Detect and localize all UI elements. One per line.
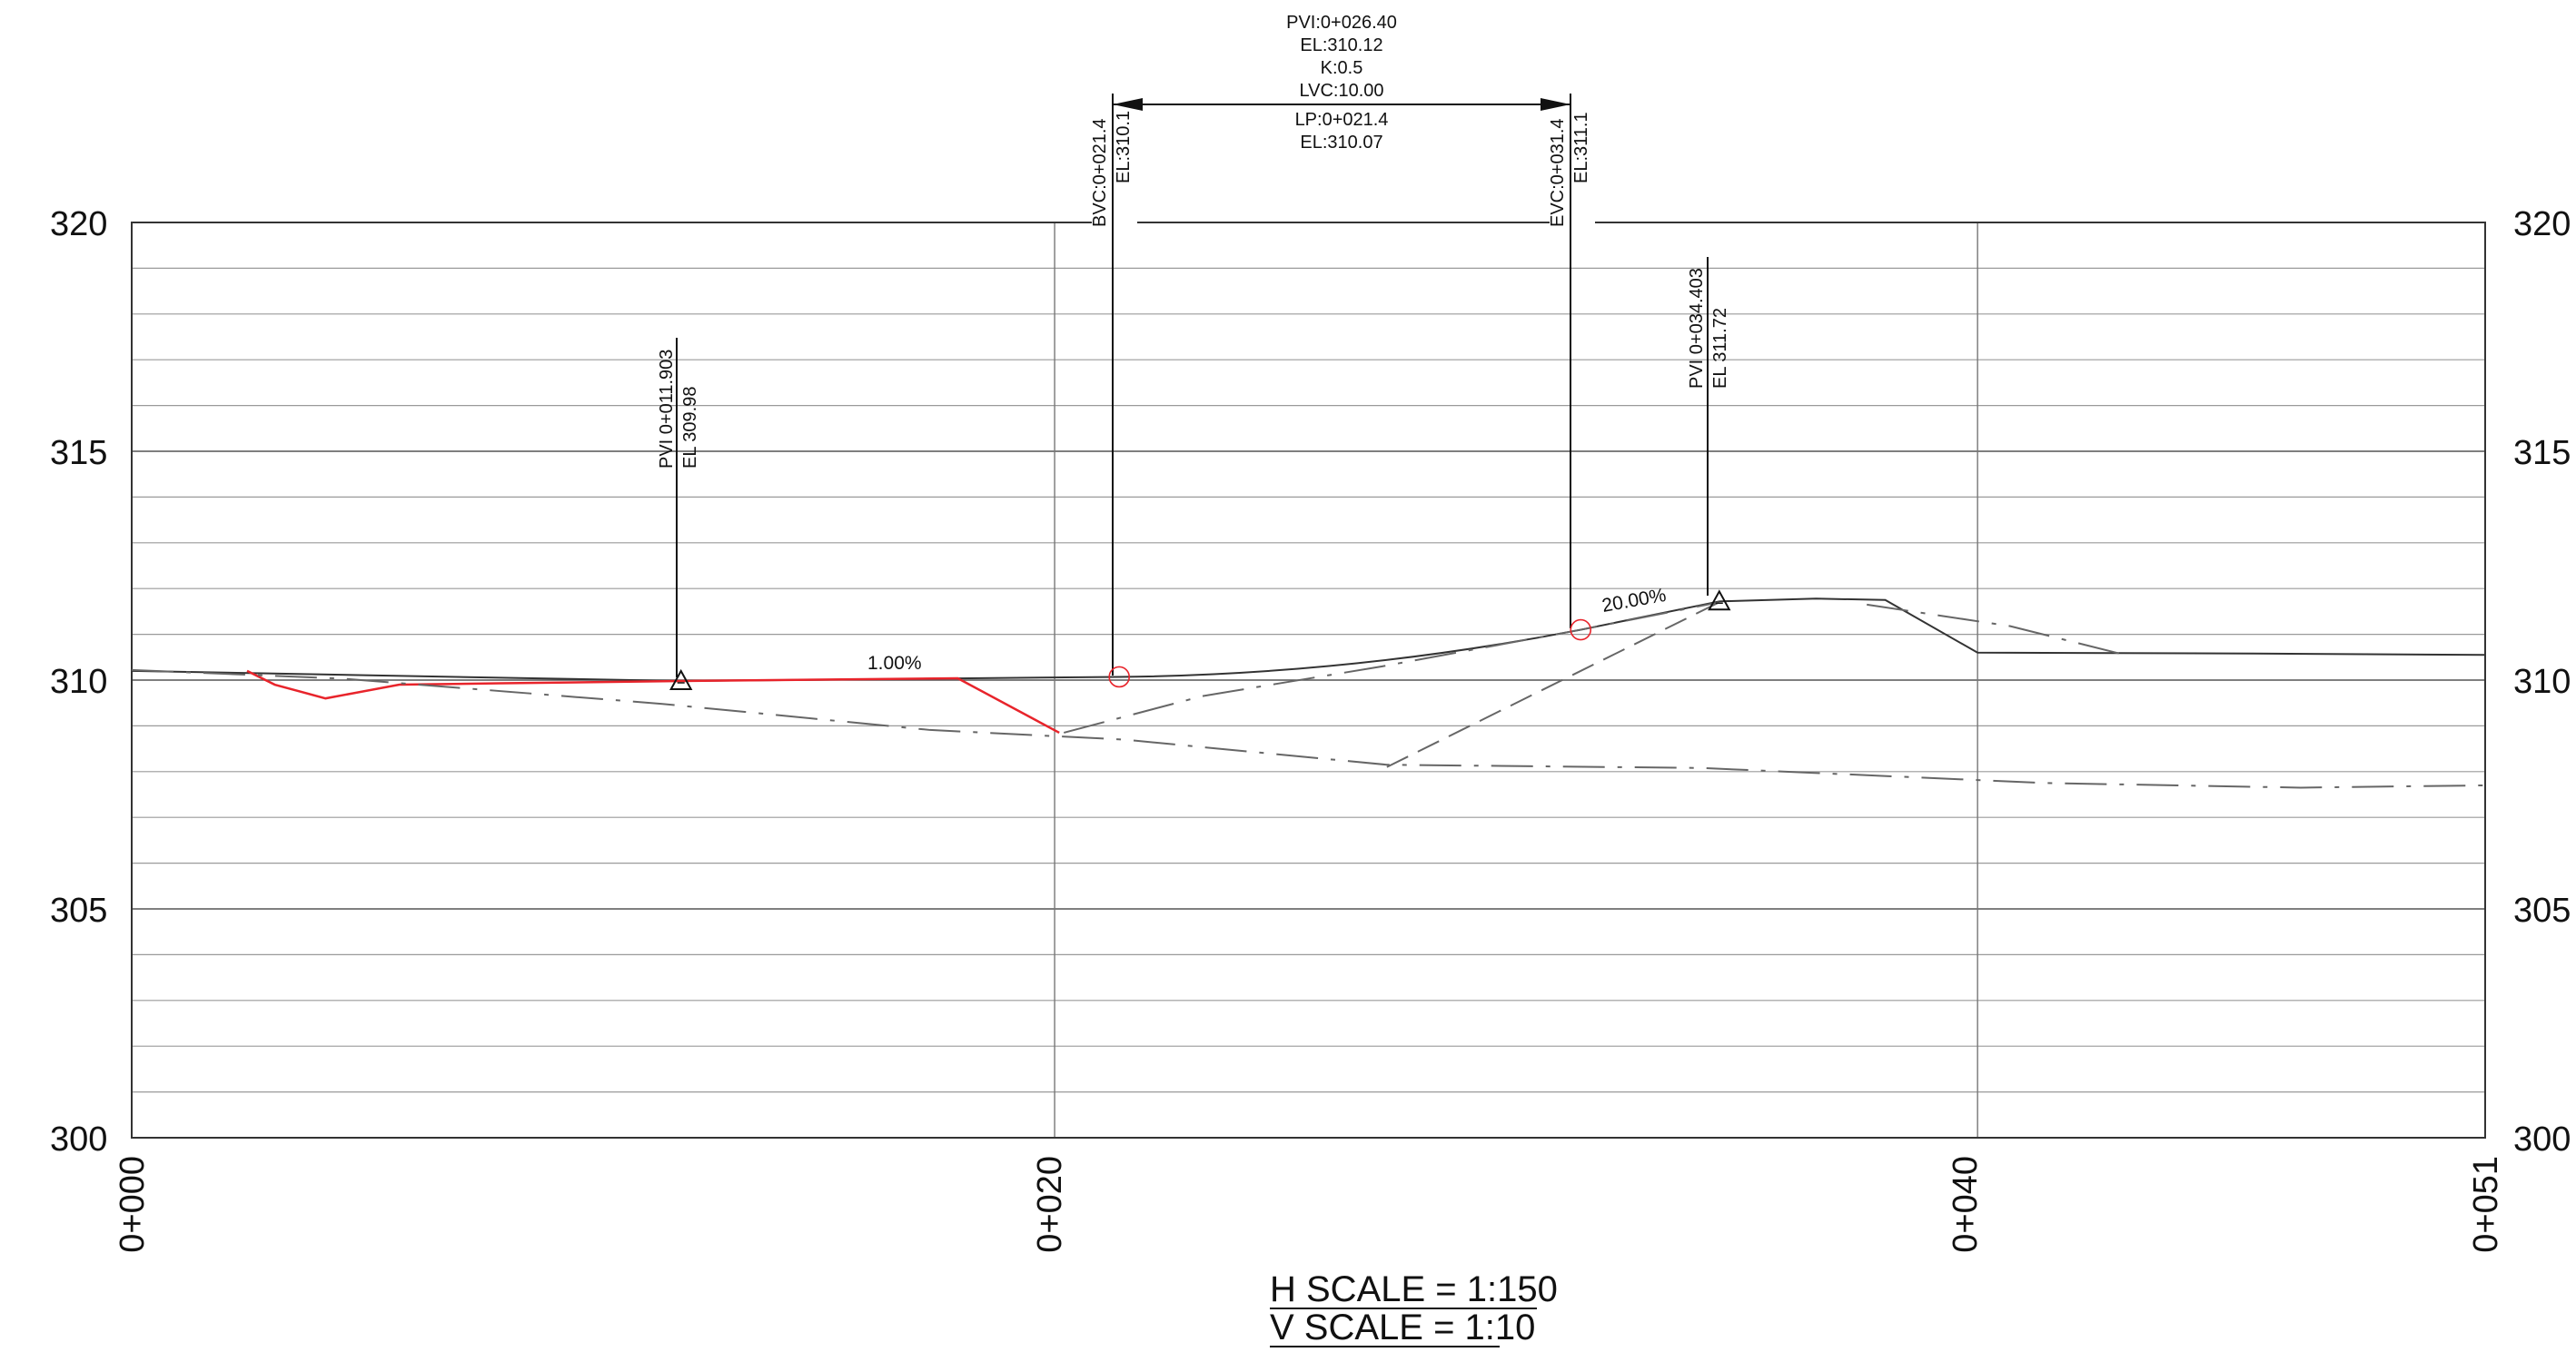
horizontal-scale-label: H SCALE = 1:150 bbox=[1270, 1269, 1558, 1309]
pvi-left-elevation-label: EL 309.98 bbox=[680, 387, 700, 469]
profile-markers bbox=[669, 589, 1731, 691]
profile-line-existing-ground-d bbox=[1867, 603, 2125, 656]
profile-line-existing-ground-c bbox=[1386, 601, 1720, 768]
pvi-triangle-marker bbox=[669, 668, 693, 691]
grid-minor-lines bbox=[132, 267, 2485, 1093]
profile-line-existing-ground-a bbox=[131, 668, 2486, 789]
grade-label-1: 1.00% bbox=[867, 653, 922, 674]
station-label-51: 0+051 bbox=[2467, 1156, 2505, 1253]
evc-elevation-label: EL:311.1 bbox=[1571, 112, 1591, 183]
station-label-0: 0+000 bbox=[114, 1156, 152, 1253]
frame-gap-evc bbox=[1550, 218, 1595, 229]
curve-point-marker bbox=[1570, 618, 1592, 641]
profile-line-finished-grade bbox=[131, 597, 2486, 683]
vc-k-label: K:0.5 bbox=[1321, 58, 1363, 78]
elevation-label-left-310: 310 bbox=[50, 663, 107, 701]
grid-station-lines bbox=[1054, 222, 1978, 1138]
elevation-label-right-320: 320 bbox=[2513, 205, 2571, 243]
vc-lp-el-label: EL:310.07 bbox=[1300, 133, 1382, 153]
vc-el-label: EL:310.12 bbox=[1300, 35, 1382, 55]
vc-lvc-label: LVC:10.00 bbox=[1299, 81, 1383, 101]
elevation-label-right-310: 310 bbox=[2513, 663, 2571, 701]
bvc-elevation-label: EL:310.1 bbox=[1114, 111, 1134, 183]
frame-gap-bvc bbox=[1092, 218, 1137, 229]
vc-pvi-label: PVI:0+026.40 bbox=[1286, 13, 1397, 33]
vc-lp-label: LP:0+021.4 bbox=[1295, 110, 1389, 130]
elevation-axis-right: 320 315 310 305 300 bbox=[2513, 205, 2571, 1159]
elevation-label-left-300: 300 bbox=[50, 1120, 107, 1159]
bvc-station-label: BVC:0+021.4 bbox=[1090, 118, 1110, 227]
scale-note: H SCALE = 1:150 V SCALE = 1:10 bbox=[1270, 1269, 1558, 1347]
profile-lines bbox=[131, 597, 2486, 789]
vertical-scale-label: V SCALE = 1:10 bbox=[1270, 1308, 1535, 1347]
elevation-label-right-300: 300 bbox=[2513, 1120, 2571, 1159]
plot-frame bbox=[131, 222, 2486, 1139]
station-label-20: 0+020 bbox=[1031, 1156, 1069, 1253]
elevation-label-left-315: 315 bbox=[50, 434, 107, 472]
curve-point-marker bbox=[1108, 666, 1131, 688]
station-axis: 0+000 0+020 0+040 0+051 bbox=[114, 1156, 2505, 1253]
lvc-arrow-right bbox=[1541, 98, 1570, 111]
elevation-label-right-305: 305 bbox=[2513, 892, 2571, 930]
pvi-right-callout: PVI 0+034.403 EL 311.72 bbox=[1687, 257, 1730, 596]
vertical-curve-dimension: PVI:0+026.40 EL:310.12 K:0.5 LVC:10.00 L… bbox=[1090, 13, 1591, 676]
profile-line-existing-ground-b bbox=[1063, 601, 1719, 734]
grade-label-2: 20.00% bbox=[1600, 585, 1668, 617]
pvi-triangle-marker bbox=[1708, 589, 1731, 611]
pvi-left-station-label: PVI 0+011.903 bbox=[657, 350, 677, 469]
station-label-40: 0+040 bbox=[1947, 1156, 1985, 1253]
lvc-arrow-left bbox=[1113, 98, 1143, 111]
pvi-left-callout: PVI 0+011.903 EL 309.98 bbox=[657, 338, 700, 677]
profile-line-proposed-red bbox=[246, 669, 1060, 735]
pvi-right-elevation-label: EL 311.72 bbox=[1710, 308, 1730, 389]
grid-major-lines bbox=[132, 450, 2485, 910]
elevation-label-left-320: 320 bbox=[50, 205, 107, 243]
elevation-label-right-315: 315 bbox=[2513, 434, 2571, 472]
elevation-axis-left: 320 315 310 305 300 bbox=[50, 205, 107, 1159]
evc-station-label: EVC:0+031.4 bbox=[1548, 118, 1568, 227]
elevation-label-left-305: 305 bbox=[50, 892, 107, 930]
pvi-right-station-label: PVI 0+034.403 bbox=[1687, 268, 1707, 389]
